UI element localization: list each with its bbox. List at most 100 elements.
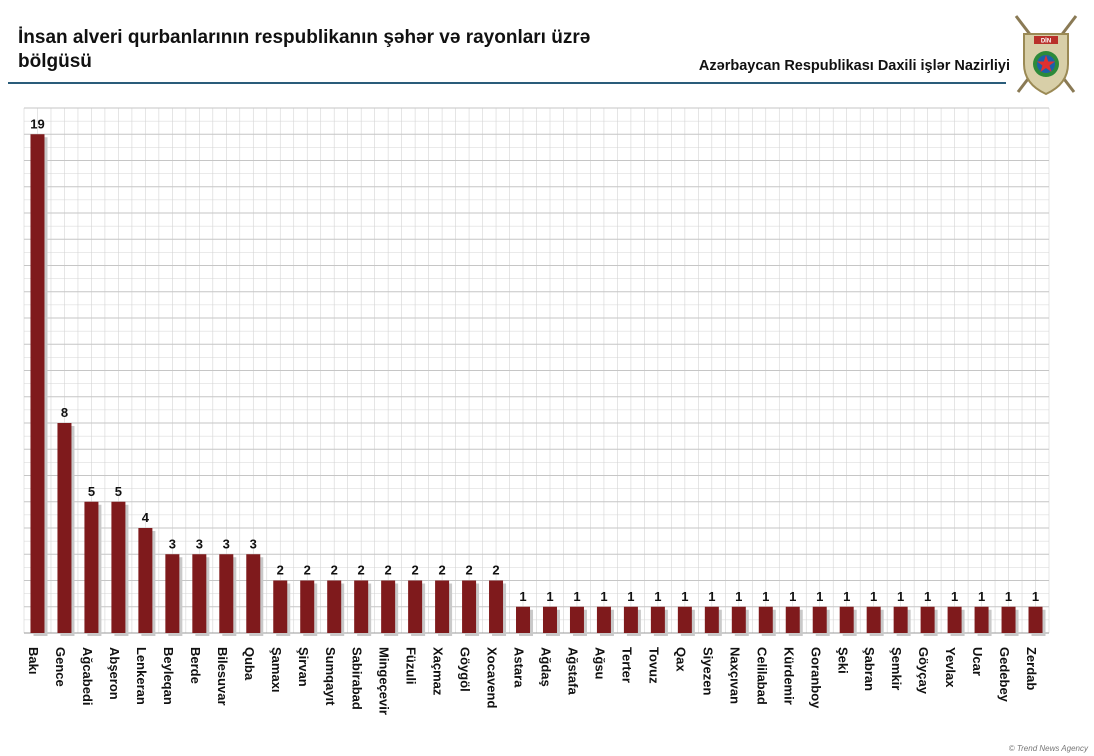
- bar: [435, 580, 450, 633]
- data-label: 3: [250, 536, 257, 551]
- category-label: Şemkir: [889, 647, 904, 690]
- bar: [246, 554, 261, 633]
- bar: [623, 606, 638, 633]
- data-label: 1: [735, 589, 742, 604]
- bar: [650, 606, 665, 633]
- bar: [812, 606, 827, 633]
- bar: [785, 606, 800, 633]
- bar: [596, 606, 611, 633]
- bar: [893, 606, 908, 633]
- data-label: 1: [870, 589, 877, 604]
- data-label: 1: [573, 589, 580, 604]
- bar: [219, 554, 234, 633]
- data-label: 3: [196, 536, 203, 551]
- category-label: Sumqayıt: [323, 647, 338, 706]
- data-label: 1: [897, 589, 904, 604]
- data-label: 1: [951, 589, 958, 604]
- bar: [354, 580, 369, 633]
- data-label: 19: [30, 116, 44, 131]
- data-label: 2: [277, 563, 284, 578]
- category-label: Gedebey: [997, 647, 1012, 703]
- data-label: 3: [223, 536, 230, 551]
- bar: [704, 606, 719, 633]
- category-label: Astara: [512, 647, 527, 688]
- data-label: 5: [115, 484, 122, 499]
- category-label: Ağsu: [592, 647, 607, 680]
- data-label: 1: [789, 589, 796, 604]
- category-label: Şeki: [835, 647, 850, 674]
- data-label: 2: [304, 563, 311, 578]
- data-label: 2: [492, 563, 499, 578]
- bar: [273, 580, 288, 633]
- emblem-text: DİN: [1041, 38, 1051, 45]
- data-label: 8: [61, 405, 68, 420]
- data-label: 1: [681, 589, 688, 604]
- data-label: 1: [519, 589, 526, 604]
- bar: [111, 501, 126, 633]
- category-label: Yevlax: [943, 647, 958, 688]
- bar: [84, 501, 99, 633]
- bar: [677, 606, 692, 633]
- bar: [974, 606, 989, 633]
- data-label: 1: [708, 589, 715, 604]
- bar: [758, 606, 773, 633]
- bar: [138, 528, 153, 633]
- bar: [327, 580, 342, 633]
- bar: [462, 580, 477, 633]
- data-label: 1: [600, 589, 607, 604]
- category-label: Xocavend: [485, 647, 500, 708]
- bar: [839, 606, 854, 633]
- bar: [408, 580, 423, 633]
- category-label: Şamaxı: [269, 647, 284, 693]
- category-label: Ağcabedi: [80, 647, 95, 706]
- category-label: Füzuli: [404, 647, 419, 685]
- category-label: Celilabad: [754, 647, 769, 705]
- ministry-emblem-icon: DİN: [1014, 15, 1078, 96]
- data-label: 4: [142, 510, 150, 525]
- category-label: Sabirabad: [350, 647, 365, 710]
- category-label: Bilesuvar: [215, 647, 230, 706]
- bar: [300, 580, 315, 633]
- bar: [731, 606, 746, 633]
- category-label: Tovuz: [646, 647, 661, 684]
- category-label: Bakı: [26, 647, 41, 674]
- category-label: Ağstafa: [566, 647, 581, 695]
- data-label: 1: [816, 589, 823, 604]
- bar: [30, 134, 45, 633]
- ministry-name: Azərbaycan Respublikası Daxili işlər Naz…: [698, 58, 1010, 74]
- category-label: Kürdemir: [781, 647, 796, 705]
- bar: [516, 606, 531, 633]
- bar: [1028, 606, 1043, 633]
- bar: [1001, 606, 1016, 633]
- data-label: 1: [1005, 589, 1012, 604]
- category-label: Lenkeran: [134, 647, 149, 705]
- category-label: Şabran: [862, 647, 877, 691]
- chart-title: İnsan alveri qurbanlarının respublikanın…: [18, 27, 591, 72]
- category-label: Mingeçevir: [377, 647, 392, 715]
- data-label: 1: [627, 589, 634, 604]
- bar: [569, 606, 584, 633]
- data-label: 5: [88, 484, 95, 499]
- category-label: Goranboy: [808, 647, 823, 709]
- category-label: Gence: [53, 647, 68, 687]
- data-label: 2: [358, 563, 365, 578]
- category-label: Zerdab: [1024, 647, 1039, 690]
- bar: [542, 606, 557, 633]
- category-label: Göygöl: [458, 647, 473, 692]
- data-label: 1: [978, 589, 985, 604]
- category-label: Ucar: [970, 647, 985, 676]
- category-label: Abşeron: [107, 647, 122, 700]
- data-label: 1: [654, 589, 661, 604]
- bar: [489, 580, 504, 633]
- category-label: Siyezen: [700, 647, 715, 695]
- category-label: Qax: [673, 647, 688, 672]
- category-label: Naxçıvan: [727, 647, 742, 704]
- watermark: © Trend News Agency: [1008, 744, 1088, 753]
- data-label: 1: [762, 589, 769, 604]
- category-label: Xaçmaz: [431, 647, 446, 696]
- data-label: 2: [412, 563, 419, 578]
- category-label: Berde: [188, 647, 203, 684]
- data-label: 1: [1032, 589, 1039, 604]
- category-label: Ağdaş: [539, 647, 554, 687]
- category-label: Terter: [619, 647, 634, 683]
